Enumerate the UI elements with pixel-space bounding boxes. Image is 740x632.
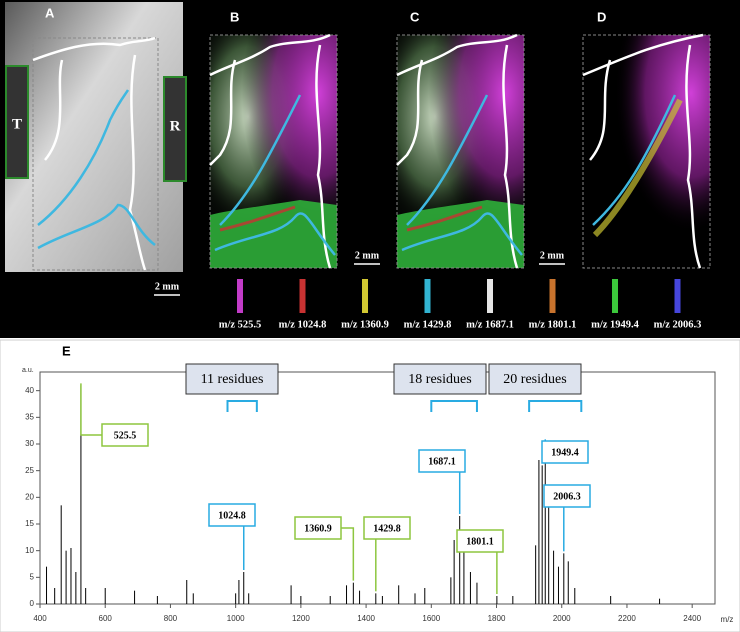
legend-swatch [237, 279, 243, 313]
residue-box [185, 363, 279, 395]
x-tick-label: 1000 [227, 614, 245, 623]
legend-swatch [612, 279, 618, 313]
legend-label: m/z 1949.4 [591, 319, 640, 330]
panel-b-image [208, 33, 339, 270]
panel-label: A [45, 5, 55, 20]
panel-label: E [62, 343, 71, 358]
callout-label: 1429.8 [373, 523, 401, 534]
x-tick-label: 1400 [357, 614, 375, 623]
residue-box [393, 363, 487, 395]
legend-label: m/z 2006.3 [654, 319, 702, 330]
region-label: R [170, 118, 181, 134]
scale-bar-label: 2 mm [540, 250, 565, 261]
residue-bracket [528, 400, 583, 412]
callout-box [294, 516, 342, 540]
plot-frame [39, 371, 716, 605]
legend-label: m/z 1360.9 [341, 319, 389, 330]
callout-line [80, 383, 102, 436]
callout-box [418, 449, 466, 473]
residue-bracket [226, 400, 258, 412]
callout-label: 1024.8 [218, 510, 246, 521]
y-tick-label: 30 [25, 439, 34, 448]
legend-label: m/z 1801.1 [529, 319, 577, 330]
residue-label: 18 residues [408, 372, 471, 387]
spectrum-panel [0, 339, 740, 632]
spectrum: a.u. m/z 0 5 10 15 20 25 30 35 40 400 600 800 1000 1200… [22, 363, 734, 624]
y-tick-label: 15 [25, 519, 34, 528]
legend-swatch [674, 279, 681, 313]
callout-label: 1360.9 [304, 523, 332, 534]
callout-label: 1687.1 [428, 456, 456, 467]
x-tick-label: 1600 [422, 614, 440, 623]
x-axis-label: m/z [721, 615, 734, 624]
legend-label: m/z 1687.1 [466, 319, 514, 330]
callout-box [101, 423, 149, 447]
legend-label: m/z 525.5 [219, 319, 262, 330]
callout-label: 1949.4 [551, 447, 579, 458]
x-tick-label: 2000 [553, 614, 571, 623]
residue-label: 11 residues [201, 372, 264, 387]
panel-c-image [395, 33, 526, 270]
callout-label: 1801.1 [466, 536, 494, 547]
legend-swatch [424, 279, 431, 313]
x-tick-label: 2400 [683, 614, 701, 623]
legend-swatch [362, 279, 368, 313]
panel-label: C [410, 9, 420, 24]
legend-swatch [299, 279, 306, 313]
panel-label: D [597, 9, 606, 24]
annotations: A B C D E T R 2 mm 2 mm 2 mm m/z 525.5 m/z 1024.8 m/… [12, 5, 701, 358]
x-tick-label: 2200 [618, 614, 636, 623]
panel-a-image [5, 2, 187, 272]
callout-box [543, 484, 591, 508]
scale-bar-label: 2 mm [355, 250, 380, 261]
scale-bar-label: 2 mm [155, 281, 180, 292]
legend-label: m/z 1429.8 [404, 319, 452, 330]
y-tick-label: 40 [25, 386, 34, 395]
y-tick-label: 20 [25, 492, 34, 501]
residue-label: 20 residues [503, 372, 566, 387]
panel-d-image [582, 33, 711, 269]
callout-box [456, 529, 504, 553]
callout-box [363, 516, 411, 540]
x-tick-label: 600 [99, 614, 113, 623]
legend-swatch [549, 279, 556, 313]
callout-label: 525.5 [114, 430, 137, 441]
legend-swatch [487, 279, 493, 313]
x-tick-label: 1800 [488, 614, 506, 623]
y-tick-label: 10 [25, 546, 34, 555]
callout-line [341, 527, 355, 581]
y-tick-label: 25 [25, 466, 34, 475]
panel-label: B [230, 9, 239, 24]
y-tick-label: 0 [30, 599, 35, 608]
legend-label: m/z 1024.8 [279, 319, 327, 330]
region-label: T [12, 116, 22, 132]
residue-bracket [430, 400, 478, 412]
x-tick-label: 400 [33, 614, 47, 623]
callout-box [208, 503, 256, 527]
x-tick-label: 1200 [292, 614, 310, 623]
y-tick-label: 35 [25, 412, 34, 421]
callout-label: 2006.3 [553, 491, 581, 502]
x-tick-label: 800 [164, 614, 178, 623]
callout-box [541, 440, 589, 464]
y-tick-label: 5 [30, 572, 35, 581]
residue-box [488, 363, 582, 395]
y-axis-label: a.u. [22, 367, 34, 374]
